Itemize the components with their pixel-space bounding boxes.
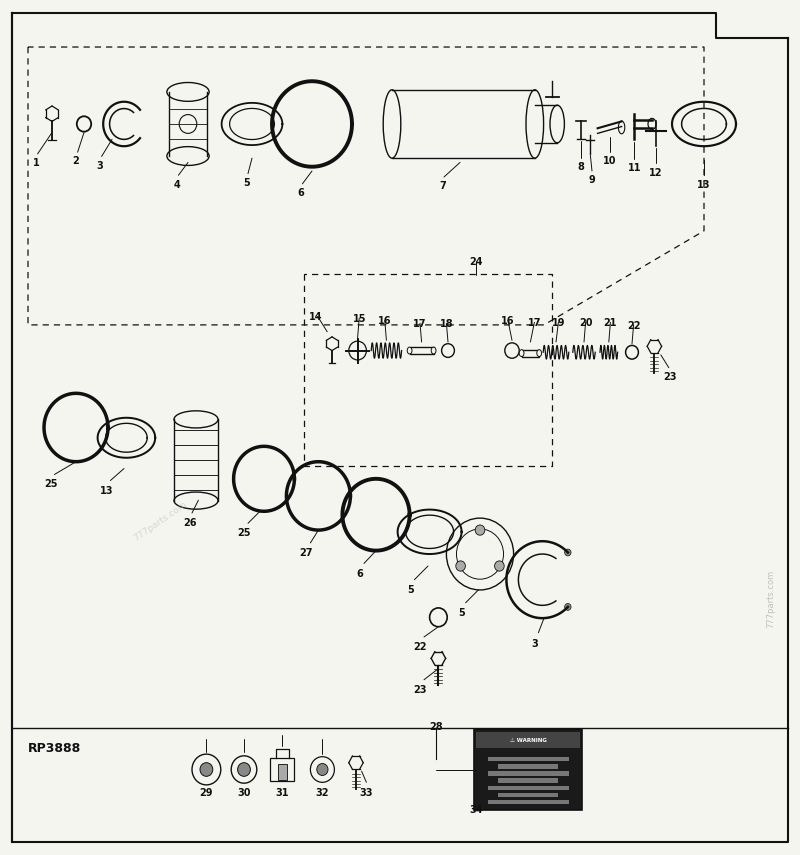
Text: 14: 14 bbox=[310, 312, 322, 322]
Bar bbox=[487, 800, 569, 804]
Bar bbox=[487, 771, 569, 775]
Bar bbox=[487, 786, 569, 790]
Text: ⚠ WARNING: ⚠ WARNING bbox=[510, 738, 546, 742]
Bar bbox=[477, 732, 579, 747]
Circle shape bbox=[192, 754, 221, 785]
Text: 9: 9 bbox=[589, 175, 595, 186]
Text: 29: 29 bbox=[200, 788, 213, 799]
Ellipse shape bbox=[174, 410, 218, 428]
Text: 1: 1 bbox=[33, 158, 39, 168]
Text: 22: 22 bbox=[627, 321, 640, 331]
Text: 16: 16 bbox=[378, 316, 391, 327]
Text: 13: 13 bbox=[698, 180, 710, 190]
Circle shape bbox=[565, 604, 571, 610]
Bar bbox=[487, 758, 569, 761]
Ellipse shape bbox=[648, 119, 656, 130]
Circle shape bbox=[238, 763, 250, 776]
Circle shape bbox=[179, 115, 197, 133]
Bar bbox=[498, 793, 558, 797]
Text: 22: 22 bbox=[414, 642, 426, 652]
Text: 21: 21 bbox=[604, 318, 617, 328]
Ellipse shape bbox=[174, 492, 218, 509]
Bar bbox=[498, 764, 558, 769]
Text: 30: 30 bbox=[238, 788, 250, 799]
Ellipse shape bbox=[550, 105, 565, 143]
Text: 13: 13 bbox=[100, 486, 113, 496]
Text: 32: 32 bbox=[316, 788, 329, 799]
Ellipse shape bbox=[519, 350, 524, 357]
Text: 16: 16 bbox=[502, 316, 514, 327]
Text: 5: 5 bbox=[243, 178, 250, 188]
Text: 12: 12 bbox=[650, 168, 662, 178]
Text: 3: 3 bbox=[531, 639, 538, 649]
Text: 10: 10 bbox=[603, 156, 616, 167]
Text: RP3888: RP3888 bbox=[28, 742, 82, 755]
Circle shape bbox=[231, 756, 257, 783]
Bar bbox=[278, 764, 287, 780]
Text: 28: 28 bbox=[429, 722, 443, 733]
Text: 24: 24 bbox=[470, 256, 482, 267]
Text: 20: 20 bbox=[579, 318, 592, 328]
Bar bbox=[498, 778, 558, 783]
Text: 17: 17 bbox=[528, 318, 541, 328]
Text: 15: 15 bbox=[353, 314, 366, 324]
Ellipse shape bbox=[431, 347, 436, 354]
Circle shape bbox=[456, 561, 466, 571]
Text: 6: 6 bbox=[357, 569, 363, 579]
Text: 25: 25 bbox=[238, 528, 250, 539]
Text: 19: 19 bbox=[552, 318, 565, 328]
Text: 34: 34 bbox=[470, 805, 482, 816]
Circle shape bbox=[475, 525, 485, 535]
Text: 5: 5 bbox=[458, 608, 465, 618]
Circle shape bbox=[317, 764, 328, 775]
Circle shape bbox=[310, 757, 334, 782]
Text: 8: 8 bbox=[578, 162, 584, 173]
Ellipse shape bbox=[383, 90, 401, 158]
Circle shape bbox=[446, 518, 514, 590]
Ellipse shape bbox=[167, 147, 209, 166]
Bar bbox=[410, 347, 434, 354]
Text: 11: 11 bbox=[628, 163, 641, 174]
Ellipse shape bbox=[407, 347, 412, 354]
Circle shape bbox=[565, 549, 571, 556]
Bar bbox=[270, 758, 294, 781]
Text: 33: 33 bbox=[360, 788, 373, 799]
Text: 23: 23 bbox=[414, 685, 426, 695]
Ellipse shape bbox=[618, 121, 625, 133]
Text: 17: 17 bbox=[414, 319, 426, 329]
Text: 25: 25 bbox=[45, 479, 58, 489]
Text: 23: 23 bbox=[664, 372, 677, 382]
Text: 5: 5 bbox=[407, 585, 414, 595]
Ellipse shape bbox=[526, 90, 543, 158]
Bar bbox=[522, 350, 539, 357]
Text: 18: 18 bbox=[439, 319, 454, 329]
Text: 6: 6 bbox=[298, 188, 304, 198]
Ellipse shape bbox=[537, 350, 542, 357]
Text: 777parts.com: 777parts.com bbox=[132, 500, 188, 543]
Circle shape bbox=[494, 561, 504, 571]
Text: 777parts.com: 777parts.com bbox=[766, 569, 775, 628]
Text: 27: 27 bbox=[300, 548, 313, 558]
Text: 2: 2 bbox=[73, 156, 79, 167]
Text: 3: 3 bbox=[97, 161, 103, 171]
Ellipse shape bbox=[167, 82, 209, 102]
Circle shape bbox=[200, 763, 213, 776]
Text: 26: 26 bbox=[183, 518, 196, 528]
Text: 4: 4 bbox=[174, 180, 180, 190]
Bar bbox=[474, 728, 582, 811]
Text: 7: 7 bbox=[439, 181, 446, 192]
Text: 31: 31 bbox=[276, 788, 289, 799]
